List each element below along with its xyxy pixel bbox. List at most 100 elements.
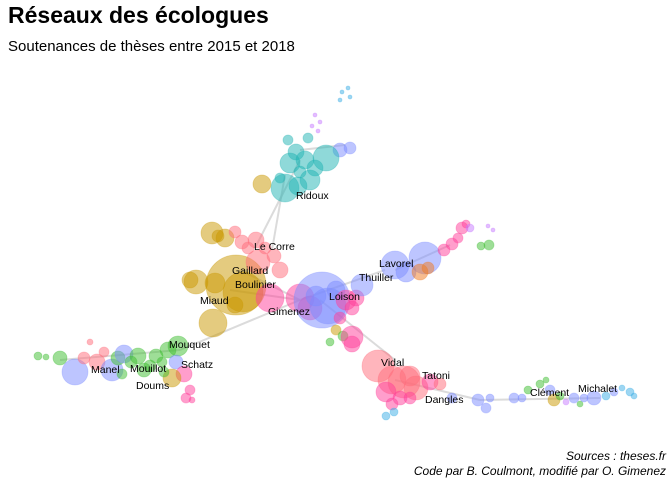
network-node xyxy=(252,174,272,194)
network-node xyxy=(344,300,360,316)
network-edge xyxy=(254,159,301,249)
network-node xyxy=(312,112,318,118)
network-node xyxy=(535,379,545,389)
network-node xyxy=(601,391,611,401)
caption-credit: Code par B. Coulmont, modifié par O. Gim… xyxy=(413,464,666,478)
network-node xyxy=(181,271,199,289)
network-node xyxy=(143,359,157,373)
network-node xyxy=(452,232,464,244)
label-clement: Clément xyxy=(530,387,569,399)
network-node xyxy=(542,376,550,384)
network-node xyxy=(33,351,43,361)
label-thuiller: Thuiller xyxy=(359,272,394,284)
network-node xyxy=(555,391,565,401)
network-nodes xyxy=(33,85,638,421)
label-michalet: Michalet xyxy=(578,383,617,395)
chart-title: Réseaux des écologues xyxy=(8,2,269,28)
label-tatoni: Tatoni xyxy=(422,370,450,382)
label-boulinier: Boulinier xyxy=(235,279,276,291)
network-node xyxy=(389,407,399,417)
network-node xyxy=(42,353,50,361)
network-node xyxy=(77,351,91,365)
network-node xyxy=(333,311,347,325)
network-node xyxy=(544,384,556,396)
label-mouquet: Mouquet xyxy=(169,339,210,351)
label-manel: Manel xyxy=(91,364,120,376)
network-node xyxy=(403,391,417,405)
network-node xyxy=(586,390,602,406)
network-node xyxy=(485,393,495,403)
network-node xyxy=(168,354,184,370)
network-node xyxy=(156,356,168,368)
network-node xyxy=(211,229,225,243)
network-node xyxy=(226,296,244,314)
network-node xyxy=(255,283,285,313)
network-node xyxy=(98,346,110,358)
label-gaillard: Gaillard xyxy=(232,265,268,277)
network-node xyxy=(381,411,391,421)
label-miaud: Miaud xyxy=(200,295,229,307)
network-edge xyxy=(179,299,301,351)
network-node xyxy=(274,172,286,184)
network-node xyxy=(52,350,68,366)
network-node xyxy=(485,223,491,229)
network-node xyxy=(129,347,147,365)
label-gimenez: Gimenez xyxy=(268,306,310,318)
network-node xyxy=(309,123,315,129)
network-node xyxy=(618,384,626,392)
network-node xyxy=(433,377,447,391)
network-node xyxy=(330,324,342,336)
network-node xyxy=(350,273,374,297)
network-node xyxy=(245,249,271,275)
network-node xyxy=(568,392,580,404)
network-node xyxy=(61,358,89,386)
network-node xyxy=(116,368,128,380)
network-node xyxy=(198,308,228,338)
network-node xyxy=(288,176,308,196)
network-node xyxy=(576,400,584,408)
caption-sources: Sources : theses.fr xyxy=(565,449,666,463)
network-node xyxy=(340,325,364,349)
network-node xyxy=(339,89,345,95)
network-node xyxy=(480,402,492,414)
chart-subtitle: Soutenances de thèses entre 2015 et 2018 xyxy=(8,38,295,55)
network-node xyxy=(266,248,282,264)
network-node xyxy=(375,381,397,403)
network-node xyxy=(302,132,314,144)
network-node xyxy=(158,366,170,378)
network-node xyxy=(465,223,475,233)
network-node xyxy=(471,393,485,407)
network-node xyxy=(562,398,570,406)
network-node xyxy=(315,128,321,134)
chart-caption: Sources : theses.fr Code par B. Coulmont… xyxy=(414,449,666,479)
network-node xyxy=(490,227,496,233)
network-node xyxy=(188,396,196,404)
network-node xyxy=(446,392,458,404)
network-edge xyxy=(479,397,601,401)
network-node xyxy=(343,141,357,155)
network-node xyxy=(86,338,94,346)
network-node xyxy=(247,231,265,249)
label-mouillot: Mouillot xyxy=(130,363,166,375)
label-schatz: Schatz xyxy=(181,359,213,371)
network-node xyxy=(421,261,435,275)
network-node xyxy=(483,239,495,251)
network-node xyxy=(325,337,335,347)
label-vidal: Vidal xyxy=(381,357,404,369)
network-labels: Ridoux Le Corre Gaillard Boulinier Miaud… xyxy=(91,190,617,406)
network-node xyxy=(345,85,351,91)
network-node xyxy=(228,225,242,239)
network-node xyxy=(271,261,289,279)
network-node xyxy=(347,94,353,100)
network-node xyxy=(282,134,294,146)
network-node xyxy=(609,387,619,397)
network-node xyxy=(337,97,343,103)
label-loison: Loison xyxy=(329,291,360,303)
label-le-corre: Le Corre xyxy=(254,241,295,253)
network-node xyxy=(630,392,638,400)
label-doums: Doums xyxy=(136,380,169,392)
network-node xyxy=(508,392,520,404)
network-node xyxy=(305,285,327,307)
network-node xyxy=(317,119,323,125)
